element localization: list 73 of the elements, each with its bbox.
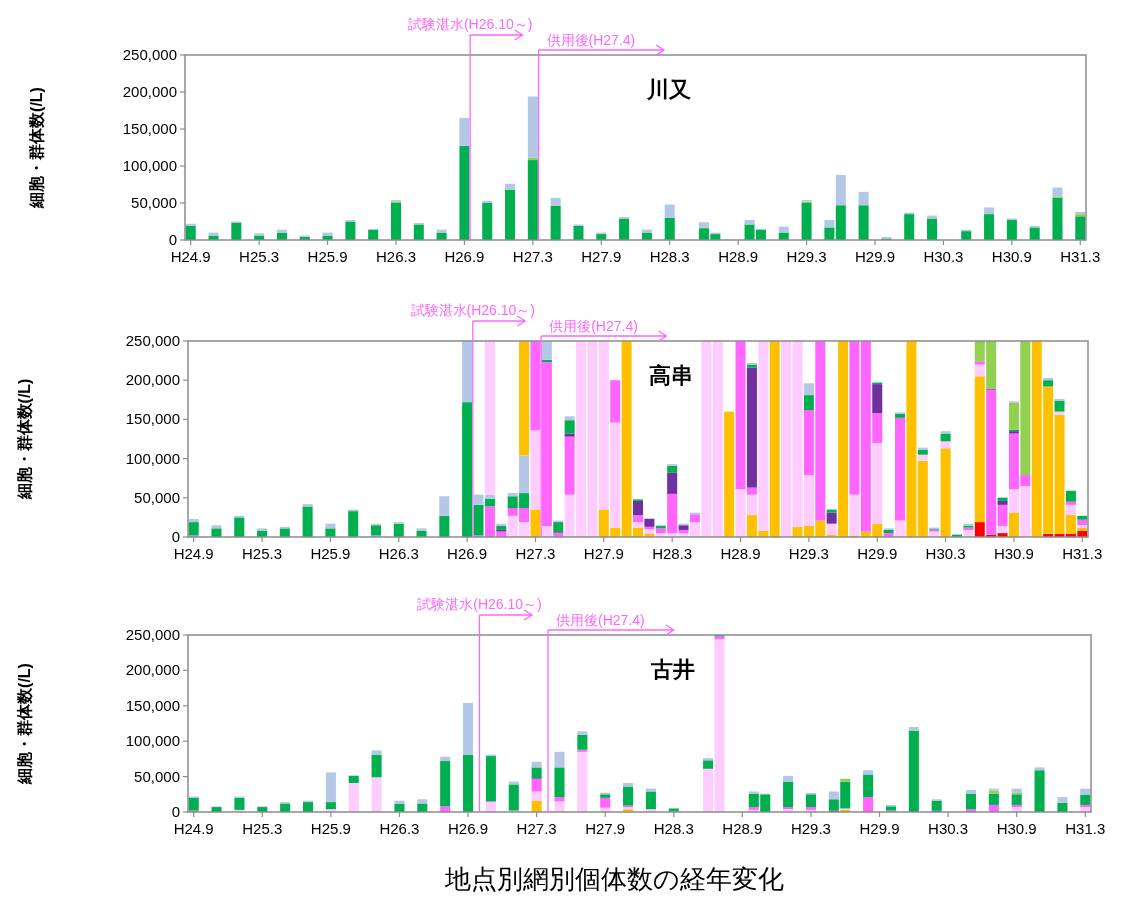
y-tick-label: 50,000 — [134, 488, 180, 506]
y-tick-label: 0 — [171, 803, 180, 820]
x-tick-label: H30.3 — [928, 820, 969, 837]
text: 地点別網別個体数の経年変化 — [443, 864, 784, 894]
x-tick-label: H30.3 — [923, 248, 964, 265]
x-tick-label: H29.9 — [857, 545, 898, 562]
y-axis-title: 細胞・群体数(/L) — [16, 663, 33, 785]
x-tick-label: H26.9 — [447, 545, 488, 562]
x-tick-label: H29.9 — [854, 248, 896, 265]
x-tick-label: H27.3 — [516, 820, 557, 837]
x-tick-label: H24.9 — [173, 820, 214, 837]
x-tick-label: H30.9 — [996, 820, 1037, 837]
y-tick-label: 150,000 — [122, 120, 177, 137]
x-tick-label: H25.3 — [239, 248, 280, 265]
x-tick-label: H28.3 — [649, 248, 690, 265]
y-tick-label: 100,000 — [122, 157, 177, 174]
text: 高串 — [649, 363, 694, 388]
x-tick-label: H25.3 — [242, 545, 283, 562]
ref-line: 試験湛水(H26.10～) — [417, 596, 542, 813]
x-tick-label: H30.9 — [991, 248, 1032, 265]
y-tick-label: 150,000 — [125, 410, 180, 428]
x-tick-label: H31.3 — [1060, 248, 1101, 265]
text: 供用後(H27.4) — [546, 32, 636, 48]
y-tick-label: 200,000 — [122, 83, 177, 100]
x-tick-label: H28.9 — [720, 545, 761, 562]
x-tick-label: H29.3 — [786, 248, 827, 265]
x-tick-label: H29.9 — [859, 820, 900, 837]
x-tick-label: H27.9 — [583, 545, 624, 562]
y-tick-label: 150,000 — [125, 696, 180, 714]
x-tick-label: H30.3 — [925, 545, 966, 562]
x-tick-label: H25.9 — [310, 820, 351, 837]
y-tick-label: 200,000 — [125, 661, 180, 679]
x-tick-label: H28.3 — [653, 820, 694, 837]
x-tick-label: H28.9 — [722, 820, 763, 837]
y-tick-label: 200,000 — [125, 371, 180, 389]
y-tick-label: 50,000 — [134, 767, 180, 785]
x-tick-label: H25.3 — [242, 820, 283, 837]
y-tick-label: 0 — [168, 231, 177, 248]
x-tick-label: H31.3 — [1065, 820, 1106, 837]
x-tick-label: H26.3 — [378, 545, 419, 562]
x-tick-label: H25.9 — [307, 248, 348, 265]
y-tick-label: 100,000 — [125, 732, 180, 750]
text: 古井 — [649, 657, 695, 682]
x-tick-label: H25.9 — [310, 545, 351, 562]
y-axis-title: 細胞・群体数(/L) — [28, 87, 45, 209]
text: 供用後(H27.4) — [549, 318, 638, 334]
x-tick-label: H29.3 — [790, 820, 831, 837]
x-tick-label: H24.9 — [170, 248, 211, 265]
x-tick-label: H27.9 — [581, 248, 622, 265]
x-tick-label: H26.9 — [448, 820, 489, 837]
x-tick-label: H27.9 — [585, 820, 626, 837]
y-axis-title: 細胞・群体数(/L) — [16, 378, 33, 501]
y-tick-label: 0 — [171, 528, 180, 545]
x-tick-label: H24.9 — [173, 545, 214, 562]
x-tick-label: H27.3 — [512, 248, 553, 265]
text: 川又 — [645, 77, 691, 102]
x-tick-label: H28.3 — [652, 545, 693, 562]
x-tick-label: H27.3 — [515, 545, 556, 562]
x-tick-label: H26.3 — [379, 820, 420, 837]
y-tick-label: 250,000 — [125, 626, 180, 643]
text: 供用後(H27.4) — [556, 612, 645, 628]
ref-line: 試験湛水(H26.10～) — [407, 16, 533, 241]
x-tick-label: H29.3 — [788, 545, 829, 562]
ref-line: 試験湛水(H26.10～) — [410, 302, 536, 538]
y-tick-label: 50,000 — [131, 194, 177, 211]
x-tick-label: H26.3 — [375, 248, 417, 265]
x-tick-label: H30.9 — [993, 545, 1034, 562]
y-tick-label: 250,000 — [125, 332, 180, 349]
x-tick-label: H31.3 — [1062, 545, 1103, 562]
y-tick-label: 250,000 — [122, 46, 177, 63]
x-tick-label: H26.9 — [444, 248, 485, 265]
y-tick-label: 100,000 — [125, 449, 180, 467]
x-tick-label: H28.9 — [718, 248, 759, 265]
